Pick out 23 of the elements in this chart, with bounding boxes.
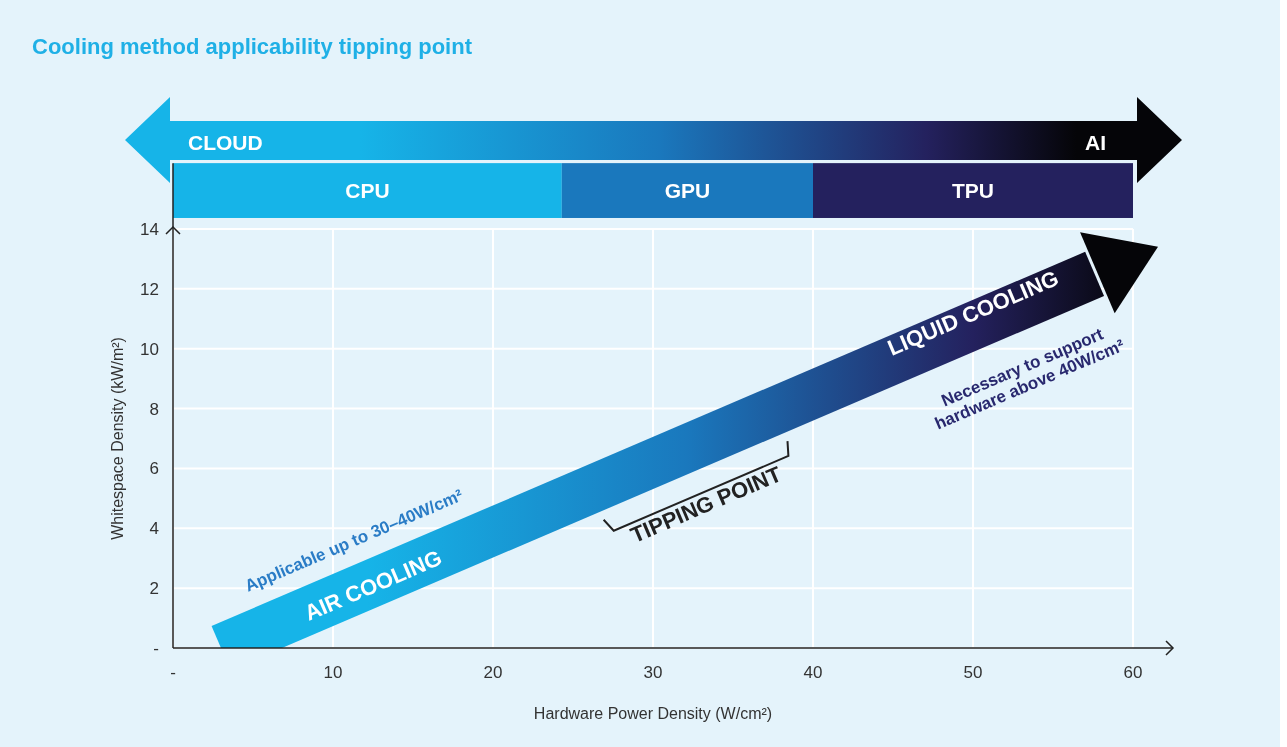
x-axis-title: Hardware Power Density (W/cm²) (533, 705, 773, 722)
text: CLOUD (188, 131, 263, 154)
text: AI (1085, 131, 1106, 154)
x-tick-label: 40 (803, 663, 823, 682)
x-tick-label: 60 (1123, 663, 1143, 682)
x-tick-label: 50 (963, 663, 983, 682)
x-tick-label: 20 (483, 663, 503, 682)
y-tick-label: 10 (140, 339, 159, 359)
y-tick-label: 8 (149, 399, 159, 419)
y-tick-label: 2 (149, 579, 159, 599)
x-tick-label: 10 (323, 663, 343, 682)
y-axis-title: Whitespace Density (kW/m²) (109, 337, 126, 540)
x-tick-label: - (170, 663, 176, 682)
y-tick-label: 14 (140, 219, 159, 239)
x-tick-label: 30 (643, 663, 663, 682)
y-tick-label: 6 (149, 459, 159, 479)
chart-title: Cooling method applicability tipping point (32, 34, 473, 59)
y-tick-label: 12 (140, 279, 159, 299)
y-tick-label: - (153, 639, 159, 658)
band-label: GPU (664, 178, 711, 202)
band-label: CPU (345, 178, 390, 202)
band-label: TPU (952, 178, 994, 202)
y-tick-label: 4 (149, 519, 159, 539)
